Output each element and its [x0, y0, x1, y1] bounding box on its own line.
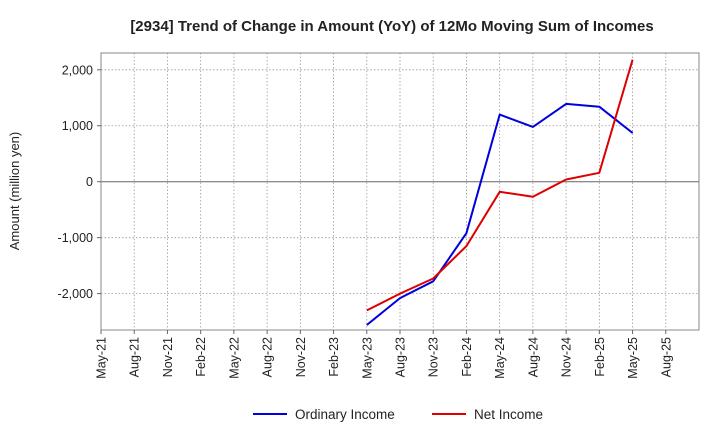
x-tick-label: Feb-22 [194, 337, 208, 377]
x-tick-label: May-21 [95, 337, 109, 379]
x-tick-label: May-25 [626, 337, 640, 379]
legend-label: Net Income [474, 407, 543, 422]
x-tick-label: May-23 [360, 337, 374, 379]
x-tick-labels: May-21 Aug-21 Nov-21 Feb-22 May-22 Aug-22 Nov-… [95, 330, 673, 379]
chart-title: [2934] Trend of Change in Amount (YoY) o… [130, 18, 653, 35]
legend: Ordinary Income Net Income [253, 407, 543, 422]
y-tick-label: -1,000 [58, 231, 93, 245]
x-tick-label: Feb-24 [460, 337, 474, 377]
legend-label: Ordinary Income [295, 407, 395, 422]
y-tick-labels: 2,000 1,000 0 -1,000 -2,000 [58, 63, 101, 301]
x-tick-label: Feb-25 [593, 337, 607, 377]
x-tick-label: Aug-25 [659, 337, 673, 377]
y-axis-label: Amount (million yen) [7, 132, 22, 251]
x-tick-label: Aug-24 [526, 337, 540, 377]
y-tick-label: -2,000 [58, 287, 93, 301]
x-tick-label: Nov-23 [427, 337, 441, 377]
x-tick-label: Nov-22 [294, 337, 308, 377]
x-tick-label: Feb-23 [327, 337, 341, 377]
y-tick-label: 2,000 [62, 63, 93, 77]
series-lines [366, 59, 634, 326]
series-line [366, 102, 634, 326]
x-tick-label: Aug-23 [394, 337, 408, 377]
y-tick-label: 1,000 [62, 119, 93, 133]
x-tick-label: Aug-22 [261, 337, 275, 377]
x-tick-label: Nov-21 [161, 337, 175, 377]
series-line [366, 59, 634, 312]
x-tick-label: Nov-24 [560, 337, 574, 377]
x-tick-label: Aug-21 [128, 337, 142, 377]
x-tick-label: May-24 [493, 337, 507, 379]
gridlines [101, 53, 699, 330]
x-tick-label: May-22 [227, 337, 241, 379]
y-tick-label: 0 [86, 175, 93, 189]
